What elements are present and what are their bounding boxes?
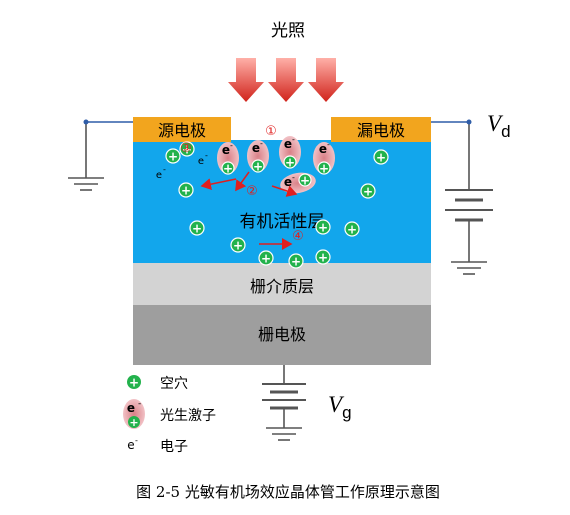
exciton-hole-plus: + [129, 416, 138, 429]
hole-plus: + [168, 150, 178, 164]
light-arrows-icon [228, 58, 344, 102]
gate-electrode [133, 305, 431, 365]
hole-plus: + [318, 221, 328, 235]
hole-plus: + [233, 239, 243, 253]
electron-icon: e [198, 156, 204, 167]
electron-icon: e [127, 438, 134, 452]
electron-icon: e [284, 175, 292, 189]
transfer-arrow [271, 185, 298, 197]
active-layer-label: 有机活性层 [240, 212, 325, 232]
hole-icon [360, 183, 376, 199]
hole-plus: + [182, 143, 192, 157]
transfer-arrow [235, 171, 250, 192]
exciton-hole-icon [128, 416, 140, 428]
hole-plus: + [300, 174, 310, 188]
hole-icon [344, 221, 360, 237]
source-ground-wire [68, 121, 133, 191]
hole-plus: + [363, 185, 373, 199]
hole-icon [283, 155, 297, 169]
electron-sup: - [205, 151, 208, 160]
hole-plus: + [319, 162, 329, 176]
hole-icon [251, 159, 265, 173]
node-left-icon [83, 119, 89, 125]
step-marker-3: ③ [180, 141, 192, 156]
source-label: 源电极 [158, 121, 206, 140]
electron-sup: - [292, 173, 295, 182]
hole-icon [298, 173, 312, 187]
hole-plus: + [181, 184, 191, 198]
source-electrode [133, 117, 231, 142]
hole-icon [230, 237, 246, 253]
hole-plus: + [192, 222, 202, 236]
legend: + 空穴 e - + 光生激子 e - 电子 [123, 375, 216, 455]
node-right-icon [466, 119, 472, 125]
electron-icon: e [319, 142, 327, 156]
legend-electron-label: 电子 [160, 439, 188, 455]
electron-icon: e [156, 170, 162, 181]
step-marker-4: ④ [292, 229, 304, 244]
step-marker-1: ① [265, 124, 277, 139]
drain-label: 漏电极 [357, 121, 405, 140]
electron-sup: - [327, 140, 330, 149]
hole-icon [288, 253, 304, 269]
electron-sup: - [260, 139, 263, 148]
hole-plus: + [261, 252, 271, 266]
legend-hole-label: 空穴 [160, 376, 188, 392]
electron-icon: e [222, 143, 230, 157]
vg-label: Vg [328, 392, 352, 422]
hole-icon [189, 220, 205, 236]
dielectric-layer [133, 263, 431, 305]
figure-caption: 图 2-5 光敏有机场效应晶体管工作原理示意图 [136, 483, 440, 501]
gate-label: 栅电极 [258, 325, 306, 344]
electron-icon: e [284, 137, 292, 151]
hole-plus: + [253, 160, 263, 174]
hole-plus: + [223, 162, 233, 176]
light-title: 光照 [271, 21, 305, 41]
drain-electrode [331, 117, 431, 142]
drain-bias-circuit [431, 121, 493, 275]
hole-icon [373, 149, 389, 165]
hole-icon [165, 148, 181, 164]
hole-icon [127, 375, 141, 389]
vd-label: Vd [487, 111, 511, 141]
gate-bias-circuit [262, 365, 306, 441]
exciton-electron-e: e [127, 401, 135, 415]
hole-plus: + [318, 251, 328, 265]
transfer-arrow [200, 178, 237, 191]
dielectric-label: 栅介质层 [250, 277, 314, 296]
hole-icon [178, 182, 194, 198]
electron-sup: - [230, 141, 233, 150]
vd-subscript: d [501, 122, 510, 141]
hole-plus: + [291, 255, 301, 269]
legend-exciton-label: 光生激子 [160, 407, 216, 424]
hole-icon [315, 249, 331, 265]
hole-icon [258, 250, 274, 266]
exciton-electron-sup: - [138, 399, 141, 409]
hole-icon [179, 141, 195, 157]
hole-icon [315, 219, 331, 235]
hole-plus: + [347, 223, 357, 237]
vg-subscript: g [342, 403, 351, 422]
electron-icon: e [252, 141, 260, 155]
hole-icon-plus: + [129, 376, 139, 390]
hole-icon [221, 161, 235, 175]
hole-icon [317, 161, 331, 175]
hole-plus: + [285, 156, 295, 170]
electron-sup: - [292, 135, 295, 144]
electron-icon-sup: - [135, 436, 138, 445]
step-marker-2: ② [246, 184, 258, 199]
electron-sup: - [163, 165, 166, 174]
hole-plus: + [376, 151, 386, 165]
